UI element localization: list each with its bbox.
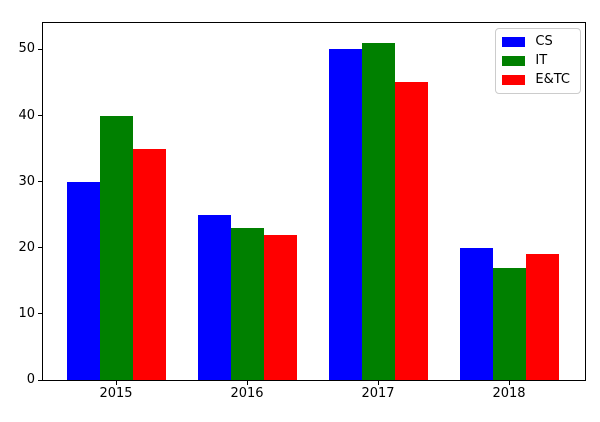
y-tick-label-10: 10 bbox=[18, 305, 35, 321]
bar-it-2015 bbox=[99, 116, 133, 380]
x-tick-mark-2017 bbox=[377, 381, 379, 385]
legend-swatch-icon bbox=[502, 56, 526, 66]
y-tick-mark-10 bbox=[38, 313, 42, 315]
x-tick-label-2016: 2016 bbox=[230, 386, 264, 401]
legend-swatch-icon bbox=[502, 37, 526, 47]
legend-label: IT bbox=[535, 53, 548, 68]
y-tick-label-30: 30 bbox=[18, 173, 35, 189]
legend-label: E&TC bbox=[535, 72, 570, 87]
legend: CS IT E&TC bbox=[495, 28, 581, 94]
x-tick-label-2017: 2017 bbox=[361, 386, 395, 401]
bar-cs-2017 bbox=[328, 49, 362, 380]
bar-cs-2015 bbox=[66, 182, 100, 380]
y-tick-label-0: 0 bbox=[26, 372, 35, 387]
legend-label: CS bbox=[535, 34, 553, 49]
x-tick-label-2015: 2015 bbox=[99, 386, 133, 401]
y-tick-mark-50 bbox=[38, 48, 42, 50]
legend-item-it: IT bbox=[502, 53, 570, 69]
x-tick-mark-2016 bbox=[246, 381, 248, 385]
bar-it-2016 bbox=[230, 228, 264, 380]
plot-area: 0 10 20 30 40 50 2015 2016 2017 2018 CS IT E&TC bbox=[18, 22, 586, 401]
bar-etc-2016 bbox=[263, 235, 297, 380]
y-tick-mark-40 bbox=[38, 115, 42, 117]
x-tick-label-2018: 2018 bbox=[492, 386, 526, 401]
y-tick-mark-0 bbox=[38, 379, 42, 381]
bar-cs-2016 bbox=[197, 215, 231, 380]
legend-swatch-icon bbox=[502, 75, 526, 85]
bar-etc-2017 bbox=[394, 82, 428, 380]
y-tick-label-20: 20 bbox=[18, 239, 35, 255]
bar-etc-2018 bbox=[525, 254, 559, 380]
bar-it-2017 bbox=[361, 43, 395, 380]
y-tick-label-50: 50 bbox=[18, 41, 35, 57]
x-tick-mark-2018 bbox=[508, 381, 510, 385]
y-tick-mark-30 bbox=[38, 181, 42, 183]
y-tick-mark-20 bbox=[38, 247, 42, 249]
legend-item-etc: E&TC bbox=[502, 72, 570, 88]
bar-cs-2018 bbox=[459, 248, 493, 380]
bar-etc-2015 bbox=[132, 149, 166, 380]
y-tick-label-40: 40 bbox=[18, 107, 35, 123]
legend-item-cs: CS bbox=[502, 34, 570, 50]
bar-it-2018 bbox=[492, 268, 526, 380]
x-tick-mark-2015 bbox=[115, 381, 117, 385]
